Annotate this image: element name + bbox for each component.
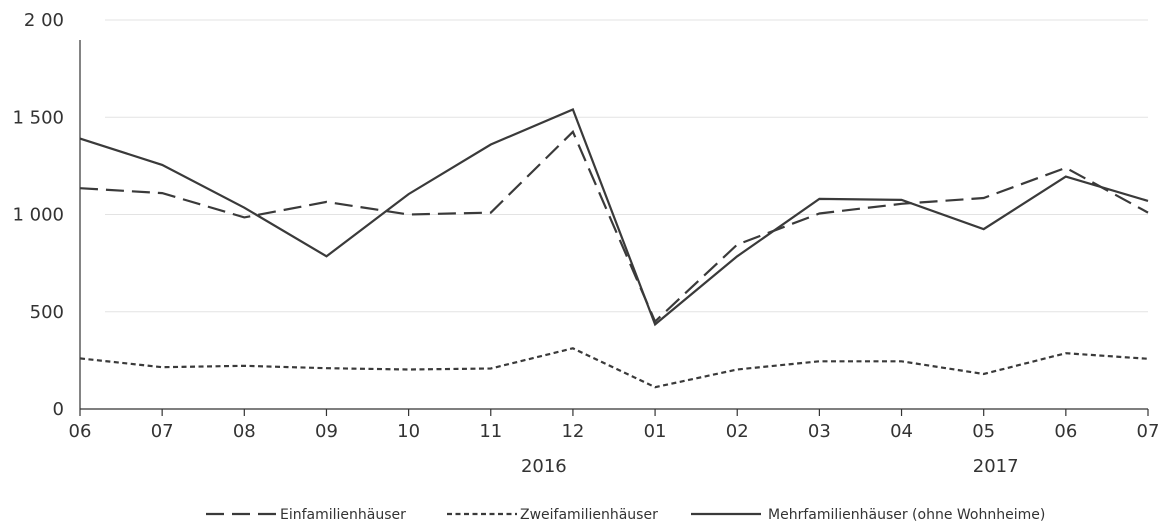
legend-item: Mehrfamilienhäuser (ohne Wohnheime)	[691, 507, 1045, 523]
x-tick-label: 09	[315, 421, 338, 442]
y-tick-label: 500	[30, 302, 64, 323]
series-line-solid	[79, 108, 1149, 327]
x-tick-label: 03	[808, 421, 831, 442]
axes: 0 500 1 000 1 500 2 00 06 07 08 09 10 11 12 01 02 03 04…	[12, 10, 1159, 477]
x-tick-label: 06	[69, 421, 92, 442]
legend-label: Einfamilienhäuser	[280, 507, 406, 523]
x-tick-label: 12	[561, 421, 584, 442]
legend: Einfamilienhäuser Zweifamilienhäuser Mehrf…	[206, 507, 1045, 523]
series-line-dashed	[79, 129, 1149, 324]
x-tick-label: 01	[644, 421, 667, 442]
legend-item: Einfamilienhäuser	[206, 507, 406, 523]
year-label: 2017	[973, 456, 1019, 477]
legend-label: Mehrfamilienhäuser (ohne Wohnheime)	[768, 507, 1045, 523]
x-tick-label: 08	[233, 421, 256, 442]
x-tick-label: 10	[397, 421, 420, 442]
legend-item: Zweifamilienhäuser	[447, 507, 658, 523]
x-tick-label: 06	[1054, 421, 1077, 442]
series-lines	[79, 108, 1149, 389]
y-tick-label: 0	[53, 399, 64, 420]
legend-label: Zweifamilienhäuser	[520, 507, 658, 523]
x-tick-label: 05	[972, 421, 995, 442]
y-tick-label: 1 000	[12, 205, 64, 226]
x-tick-label: 04	[890, 421, 913, 442]
x-tick-label: 02	[726, 421, 749, 442]
y-tick-label: 2 00	[24, 10, 64, 31]
x-tick-label: 11	[479, 421, 502, 442]
y-tick-label: 1 500	[12, 107, 64, 128]
year-label: 2016	[521, 456, 567, 477]
x-tick-label: 07	[1137, 421, 1160, 442]
series-line-dotted	[79, 347, 1149, 389]
gridlines	[105, 19, 1148, 313]
x-tick-label: 07	[151, 421, 174, 442]
